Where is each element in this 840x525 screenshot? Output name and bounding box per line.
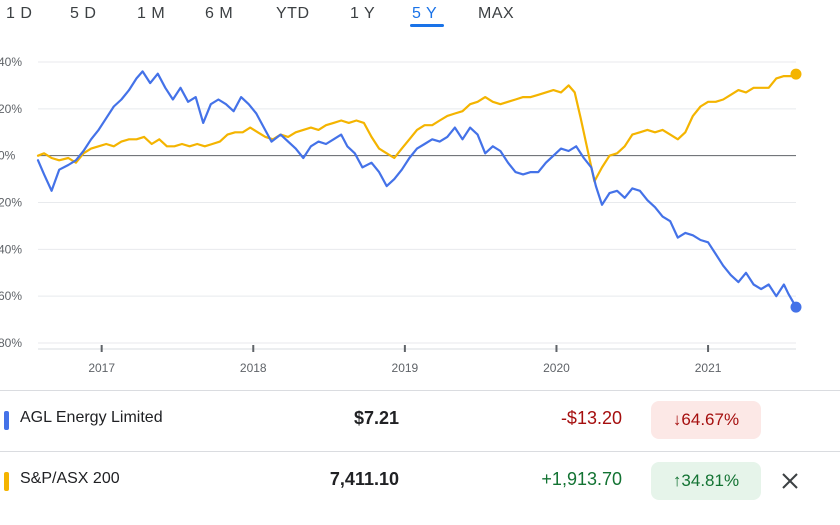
series-swatch xyxy=(4,472,9,491)
tab-5d[interactable]: 5 D xyxy=(70,5,97,22)
arrow-down-icon: ↓ xyxy=(672,410,682,429)
series-swatch xyxy=(4,411,9,430)
security-name: AGL Energy Limited xyxy=(20,409,163,426)
comparison-row-asx200[interactable]: S&P/ASX 200 7,411.10 +1,913.70 ↑34.81% xyxy=(0,451,840,511)
percent-change-value: 64.67% xyxy=(681,410,740,429)
performance-chart: 40% 20% 0% 20% 40% 60% 80% 2017 2018 2019 2020 202… xyxy=(0,55,802,375)
comparison-row-agl[interactable]: AGL Energy Limited $7.21 -$13.20 ↓64.67% xyxy=(0,390,840,450)
y-axis: 40% 20% 0% 20% 40% 60% 80% xyxy=(0,55,22,350)
price-change: -$13.20 xyxy=(560,408,622,428)
x-tick-label: 2018 xyxy=(240,361,267,375)
y-tick-label: 20% xyxy=(0,196,22,210)
chart-lines xyxy=(36,68,802,313)
tab-1d[interactable]: 1 D xyxy=(6,5,33,22)
security-price: $7.21 xyxy=(353,408,399,428)
row-divider xyxy=(0,451,840,452)
security-name: S&P/ASX 200 xyxy=(20,470,120,487)
price-change: +1,913.70 xyxy=(541,469,622,489)
row-divider-top xyxy=(0,390,840,391)
security-price: 7,411.10 xyxy=(329,469,399,489)
tab-1y[interactable]: 1 Y xyxy=(350,5,376,22)
remove-comparison-close-icon[interactable] xyxy=(780,471,800,491)
x-tick-label: 2021 xyxy=(695,361,722,375)
x-axis: 2017 2018 2019 2020 2021 xyxy=(38,345,796,375)
percent-change-value: 34.81% xyxy=(681,471,740,490)
x-tick-label: 2019 xyxy=(392,361,419,375)
y-tick-label: 40% xyxy=(0,55,22,69)
tab-ytd[interactable]: YTD xyxy=(276,5,310,22)
series-end-marker xyxy=(790,301,802,313)
time-range-tabs: 1 D 5 D 1 M 6 M YTD 1 Y 5 Y MAX xyxy=(0,0,560,30)
arrow-up-icon: ↑ xyxy=(672,471,682,490)
y-tick-label: 20% xyxy=(0,102,22,116)
y-tick-label: 0% xyxy=(0,149,16,163)
x-tick-label: 2017 xyxy=(88,361,115,375)
percent-change-badge: ↑34.81% xyxy=(651,462,761,500)
chart-grid xyxy=(38,61,796,344)
percent-change-badge: ↓64.67% xyxy=(651,401,761,439)
y-tick-label: 40% xyxy=(0,242,22,256)
x-tick-label: 2020 xyxy=(543,361,570,375)
tab-1m[interactable]: 1 M xyxy=(137,5,166,22)
active-tab-underline xyxy=(410,24,444,27)
tab-5y[interactable]: 5 Y xyxy=(412,5,438,22)
series-line xyxy=(36,70,798,309)
tab-max[interactable]: MAX xyxy=(478,5,515,22)
series-line xyxy=(36,73,798,183)
y-tick-label: 60% xyxy=(0,289,22,303)
tab-6m[interactable]: 6 M xyxy=(205,5,234,22)
y-tick-label: 80% xyxy=(0,336,22,350)
series-end-marker xyxy=(790,68,802,80)
